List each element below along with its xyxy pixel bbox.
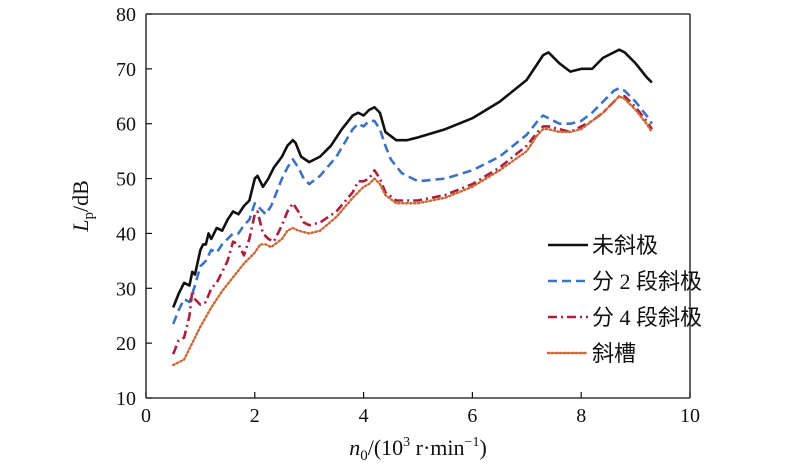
legend-label-3: 分 4 段斜极 (592, 305, 702, 330)
y-ticks: 10 20 30 40 50 60 70 80 (116, 4, 152, 410)
y-tick-label: 40 (116, 223, 136, 245)
series-line-3 (171, 94, 654, 355)
series-line-1 (171, 48, 653, 308)
y-tick-label: 10 (116, 388, 136, 410)
plot-area (145, 13, 691, 399)
x-tick-label: 6 (467, 405, 477, 427)
x-tick-label: 10 (680, 405, 700, 427)
y-tick-label: 60 (116, 114, 136, 136)
x-tick-label: 8 (576, 405, 586, 427)
y-tick-label: 80 (116, 4, 136, 26)
y-axis-label: Lp/dB (68, 180, 97, 233)
y-tick-label: 70 (116, 59, 136, 81)
series-line-4 (172, 95, 654, 367)
x-ticks: 0 2 4 6 8 10 (141, 392, 700, 427)
series-line-2 (171, 86, 654, 325)
legend-label-4: 斜槽 (592, 341, 636, 366)
y-tick-label: 50 (116, 169, 136, 191)
x-tick-label: 2 (250, 405, 260, 427)
legend-label-2: 分 2 段斜极 (592, 269, 702, 294)
x-axis-label: n0/(103 r·min−1) (349, 435, 487, 464)
y-tick-label: 20 (116, 333, 136, 355)
x-tick-label: 4 (359, 405, 369, 427)
y-tick-label: 30 (116, 278, 136, 300)
x-tick-label: 0 (141, 405, 151, 427)
legend-label-1: 未斜极 (592, 233, 658, 258)
series-layer (171, 48, 654, 367)
